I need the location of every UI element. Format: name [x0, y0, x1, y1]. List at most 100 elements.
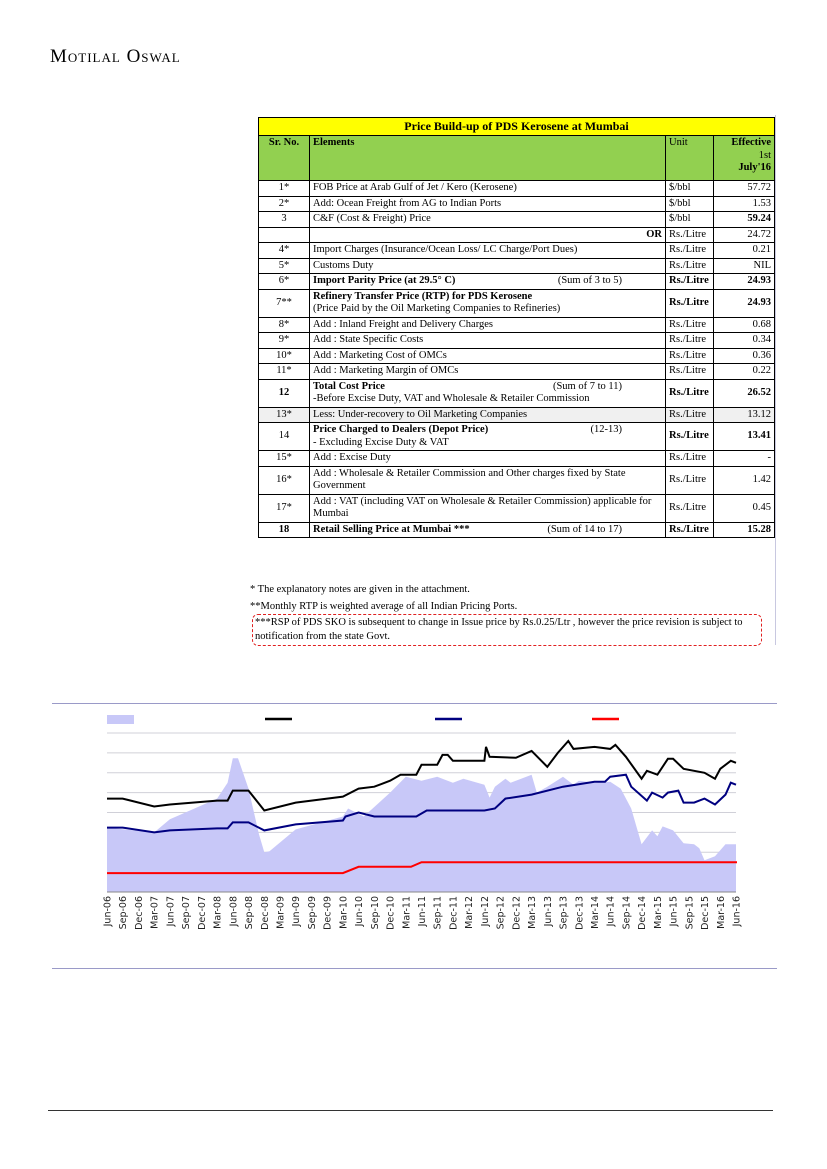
element-cell: Total Cost Price (Sum of 7 to 11) -Before …: [309, 378, 666, 408]
x-tick-label: Jun-12: [480, 896, 491, 927]
footer-rule: [48, 1110, 773, 1111]
element-cell: Add : Excise Duty: [309, 450, 666, 467]
element-cell: Price Charged to Dealers (Depot Price) (1…: [309, 422, 666, 451]
element-cell: Add : Marketing Margin of OMCs: [309, 363, 666, 380]
brand-logo: Motilal Oswal: [50, 46, 181, 67]
series-line-black: [107, 739, 737, 812]
value-cell: 24.93: [713, 288, 775, 318]
x-tick-label: Mar-09: [275, 896, 286, 929]
element-cell: Add : State Specific Costs: [309, 332, 666, 349]
element-cell: Add : Wholesale & Retailer Commission an…: [309, 465, 666, 495]
element-cell: C&F (Cost & Freight) Price: [309, 211, 666, 228]
element-cell: Less: Under-recovery to Oil Marketing Co…: [309, 406, 666, 423]
x-tick-label: Mar-10: [338, 896, 349, 929]
x-tick-label: Sep-11: [433, 896, 444, 929]
element-cell: FOB Price at Arab Gulf of Jet / Kero (Ke…: [309, 180, 666, 197]
x-tick-label: Dec-07: [197, 896, 208, 930]
sr-no-cell: 12: [258, 378, 310, 408]
col-unit: Unit: [665, 135, 714, 181]
table-row: 1* FOB Price at Arab Gulf of Jet / Kero (…: [258, 180, 775, 197]
value-cell: 59.24: [713, 211, 775, 228]
sr-no-cell: 3: [258, 211, 310, 228]
unit-cell: Rs./Litre: [665, 316, 714, 333]
element-cell: Refinery Transfer Price (RTP) for PDS Ke…: [309, 288, 666, 318]
table-row: 9* Add : State Specific Costs Rs./Litre 0.3…: [258, 332, 775, 349]
col-effective: Effective 1st July'16: [713, 135, 775, 181]
x-tick-label: Jun-08: [228, 896, 239, 927]
element-cell: Add : VAT (including VAT on Wholesale & …: [309, 493, 666, 523]
unit-cell: Rs./Litre: [665, 273, 714, 290]
x-tick-label: Jun-15: [669, 896, 680, 927]
value-cell: 24.72: [713, 226, 775, 243]
sr-no-cell: 11*: [258, 363, 310, 380]
value-cell: 0.68: [713, 316, 775, 333]
unit-cell: $/bbl: [665, 195, 714, 212]
value-cell: 15.28: [713, 521, 775, 538]
sr-no-cell: 14: [258, 422, 310, 451]
sum-note: (Sum of 14 to 17): [547, 523, 622, 535]
unit-cell: Rs./Litre: [665, 242, 714, 259]
sr-no-cell: [258, 226, 310, 243]
x-tick-label: Sep-10: [370, 896, 381, 929]
sr-no-cell: 17*: [258, 493, 310, 523]
sr-no-cell: 16*: [258, 465, 310, 495]
element-cell: Retail Selling Price at Mumbai *** (Sum o…: [309, 521, 666, 538]
sr-no-cell: 2*: [258, 195, 310, 212]
element-cell: OR: [309, 226, 666, 243]
note-2: **Monthly RTP is weighted average of all…: [250, 601, 518, 612]
x-tick-label: Dec-06: [134, 896, 145, 930]
element-cell: Add : Marketing Cost of OMCs: [309, 347, 666, 364]
value-cell: 0.34: [713, 332, 775, 349]
x-tick-label: Sep-12: [496, 896, 507, 929]
sr-no-cell: 18: [258, 521, 310, 538]
sum-note: (12-13): [590, 424, 623, 435]
element-cell: Add: Ocean Freight from AG to Indian Por…: [309, 195, 666, 212]
series-line-red: [107, 861, 737, 875]
table-row: 18 Retail Selling Price at Mumbai *** (Sum…: [258, 521, 775, 538]
unit-cell: Rs./Litre: [665, 363, 714, 380]
value-cell: 1.53: [713, 195, 775, 212]
x-tick-label: Dec-12: [511, 896, 522, 930]
value-cell: 26.52: [713, 378, 775, 408]
sr-no-cell: 13*: [258, 406, 310, 423]
value-cell: 13.12: [713, 406, 775, 423]
sr-no-cell: 1*: [258, 180, 310, 197]
price-buildup-table: Price Build-up of PDS Kerosene at Mumbai…: [258, 117, 775, 538]
unit-cell: Rs./Litre: [665, 332, 714, 349]
value-cell: -: [713, 450, 775, 467]
x-tick-label: Mar-08: [213, 896, 224, 929]
sr-no-cell: 4*: [258, 242, 310, 259]
table-row: 15* Add : Excise Duty Rs./Litre -: [258, 450, 775, 467]
x-tick-label: Dec-14: [637, 896, 648, 930]
table-row: OR Rs./Litre 24.72: [258, 226, 775, 243]
x-tick-label: Mar-07: [150, 896, 161, 929]
chart-top-rule: [52, 703, 777, 704]
sr-no-cell: 9*: [258, 332, 310, 349]
table-row: 17* Add : VAT (including VAT on Wholesale…: [258, 493, 775, 523]
value-cell: 0.21: [713, 242, 775, 259]
table-row: 4* Import Charges (Insurance/Ocean Loss/ …: [258, 242, 775, 259]
value-cell: 24.93: [713, 273, 775, 290]
unit-cell: Rs./Litre: [665, 347, 714, 364]
sr-no-cell: 7**: [258, 288, 310, 318]
x-tick-label: Dec-15: [700, 896, 711, 930]
x-tick-label: Sep-08: [244, 896, 255, 929]
x-tick-label: Jun-14: [606, 896, 617, 927]
value-cell: 0.22: [713, 363, 775, 380]
series-area: [107, 758, 736, 892]
x-tick-label: Sep-15: [684, 896, 695, 929]
sr-no-cell: 15*: [258, 450, 310, 467]
x-tick-label: Mar-16: [716, 896, 727, 929]
note-3: ***RSP of PDS SKO is subsequent to chang…: [255, 617, 743, 642]
series-line-blue: [107, 773, 737, 834]
table-row: 5* Customs Duty Rs./Litre NIL: [258, 257, 775, 274]
sum-note: (Sum of 3 to 5): [557, 275, 622, 286]
unit-cell: $/bbl: [665, 180, 714, 197]
element-cell: Add : Inland Freight and Delivery Charge…: [309, 316, 666, 333]
x-tick-label: Mar-12: [464, 896, 475, 929]
table-row: 12 Total Cost Price (Sum of 7 to 11) -Befor…: [258, 378, 775, 408]
table-row: 8* Add : Inland Freight and Delivery Char…: [258, 316, 775, 333]
unit-cell: Rs./Litre: [665, 288, 714, 318]
x-tick-label: Sep-14: [621, 896, 632, 929]
